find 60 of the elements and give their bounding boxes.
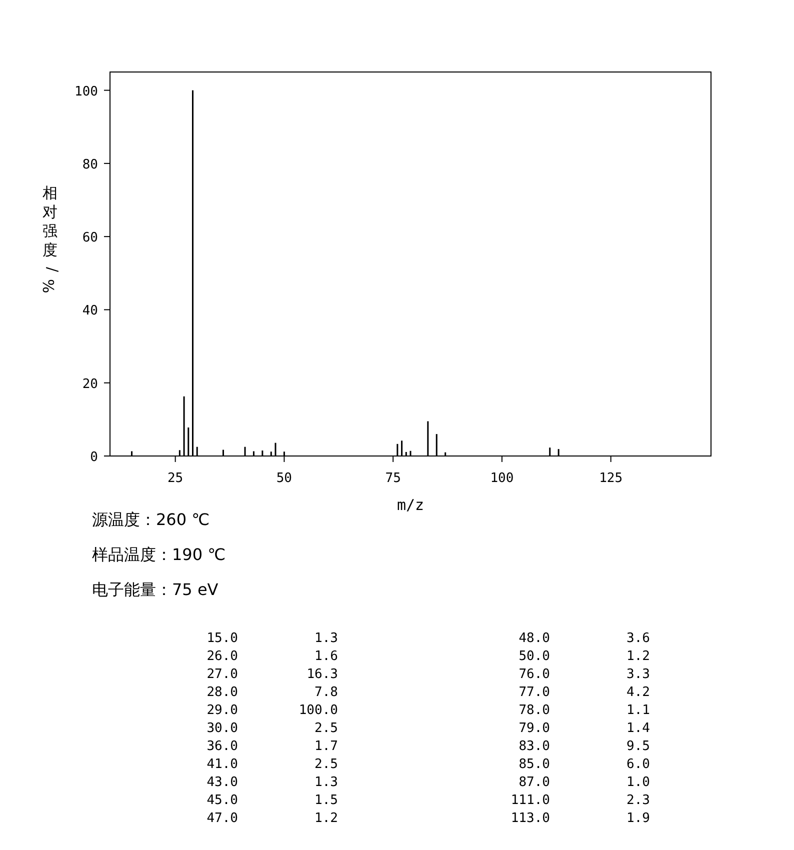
data-label: 7.8 xyxy=(314,685,338,700)
data-label: 1.4 xyxy=(626,721,650,736)
data-label: 1.3 xyxy=(314,775,338,790)
y-tick-label: 0 xyxy=(90,450,98,465)
category-label: 41.0 xyxy=(206,757,238,772)
x-tick-label: 50 xyxy=(276,471,292,486)
x-tick-label: 75 xyxy=(385,471,401,486)
data-label: 1.7 xyxy=(314,739,338,754)
category-label: 48.0 xyxy=(518,631,550,646)
data-label: 3.6 xyxy=(626,631,650,646)
data-label: 16.3 xyxy=(306,667,338,682)
data-label: 1.5 xyxy=(314,793,338,808)
y-tick-label: 20 xyxy=(82,376,98,392)
text: 电子能量：75 eV xyxy=(92,580,218,599)
category-label: 26.0 xyxy=(206,649,238,664)
data-label: 9.5 xyxy=(626,739,650,754)
category-label: 83.0 xyxy=(518,739,550,754)
data-label: 3.3 xyxy=(626,667,650,682)
category-label: 76.0 xyxy=(518,667,550,682)
x-tick-label: 100 xyxy=(490,471,514,486)
category-label: 30.0 xyxy=(206,721,238,736)
category-label: 29.0 xyxy=(206,703,238,718)
category-label: 27.0 xyxy=(206,667,238,682)
category-label: 87.0 xyxy=(518,775,550,790)
category-label: 79.0 xyxy=(518,721,550,736)
y-tick-label: 40 xyxy=(82,304,98,319)
data-label: 1.9 xyxy=(626,811,650,826)
category-label: 78.0 xyxy=(518,703,550,718)
y-axis-title: 相对强度/% xyxy=(38,184,62,294)
category-label: 47.0 xyxy=(206,811,238,826)
category-label: 15.0 xyxy=(206,631,238,646)
category-label: 43.0 xyxy=(206,775,238,790)
category-label: 77.0 xyxy=(518,685,550,700)
data-label: 4.2 xyxy=(626,685,650,700)
x-tick-label: 25 xyxy=(168,471,184,486)
category-label: 28.0 xyxy=(206,685,238,700)
data-label: 2.5 xyxy=(314,757,338,772)
category-label: 111.0 xyxy=(510,793,550,808)
category-label: 85.0 xyxy=(518,757,550,772)
y-tick-label: 60 xyxy=(82,230,98,246)
text: 源温度：260 ℃ xyxy=(92,510,210,529)
data-label: 1.1 xyxy=(626,703,650,718)
x-tick-label: 125 xyxy=(599,471,623,486)
data-label: 1.0 xyxy=(626,775,650,790)
data-label: 1.2 xyxy=(314,811,338,826)
data-label: 1.3 xyxy=(314,631,338,646)
data-label: 100.0 xyxy=(298,703,338,718)
y-tick-label: 80 xyxy=(82,157,98,172)
category-label: 36.0 xyxy=(206,739,238,754)
category-label: 113.0 xyxy=(510,811,550,826)
data-label: 6.0 xyxy=(626,757,650,772)
category-label: 50.0 xyxy=(518,649,550,664)
x-axis-title: m/z xyxy=(396,496,424,514)
data-label: 1.2 xyxy=(626,649,650,664)
y-tick-label: 100 xyxy=(74,84,98,100)
data-label: 1.6 xyxy=(314,649,338,664)
category-label: 45.0 xyxy=(206,793,238,808)
data-label: 2.3 xyxy=(626,793,650,808)
text: 样品温度：190 ℃ xyxy=(92,545,226,564)
data-label: 2.5 xyxy=(314,721,338,736)
